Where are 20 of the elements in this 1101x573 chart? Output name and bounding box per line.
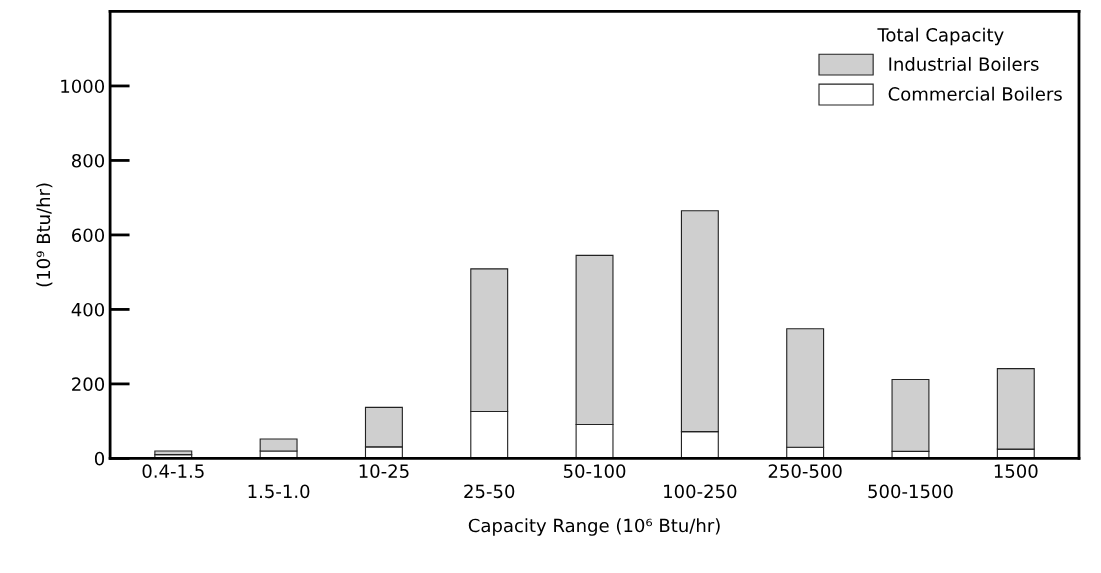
- y-tick-label: 600: [72, 228, 105, 243]
- legend-label: Industrial Boilers: [889, 56, 1039, 71]
- y-axis-title: (10⁹ Btu/hr): [36, 183, 53, 287]
- y-tick-label: 0: [94, 451, 105, 466]
- x-tick-label: 1500: [994, 464, 1038, 478]
- x-tick-label: 0.4-1.5: [142, 464, 204, 478]
- x-tick-label: 100-250: [664, 484, 737, 499]
- x-tick-label: 10-25: [359, 464, 409, 478]
- x-tick-label: 50-100: [563, 464, 626, 478]
- y-tick-label: 200: [72, 377, 105, 392]
- x-tick-label: 1.5-1.0: [248, 484, 310, 499]
- y-tick-label: 800: [72, 153, 105, 168]
- x-tick-label: 25-50: [464, 484, 515, 499]
- x-tick-label: 500-1500: [868, 484, 953, 499]
- x-tick-label: 250-500: [768, 464, 842, 478]
- legend-title: Total Capacity: [877, 27, 1004, 46]
- legend-label: Commercial Boilers: [888, 86, 1062, 101]
- y-tick-label: 400: [71, 302, 105, 317]
- x-axis-title: Capacity Range (10⁶ Btu/hr): [468, 518, 720, 536]
- y-tick-label: 1000: [61, 79, 105, 94]
